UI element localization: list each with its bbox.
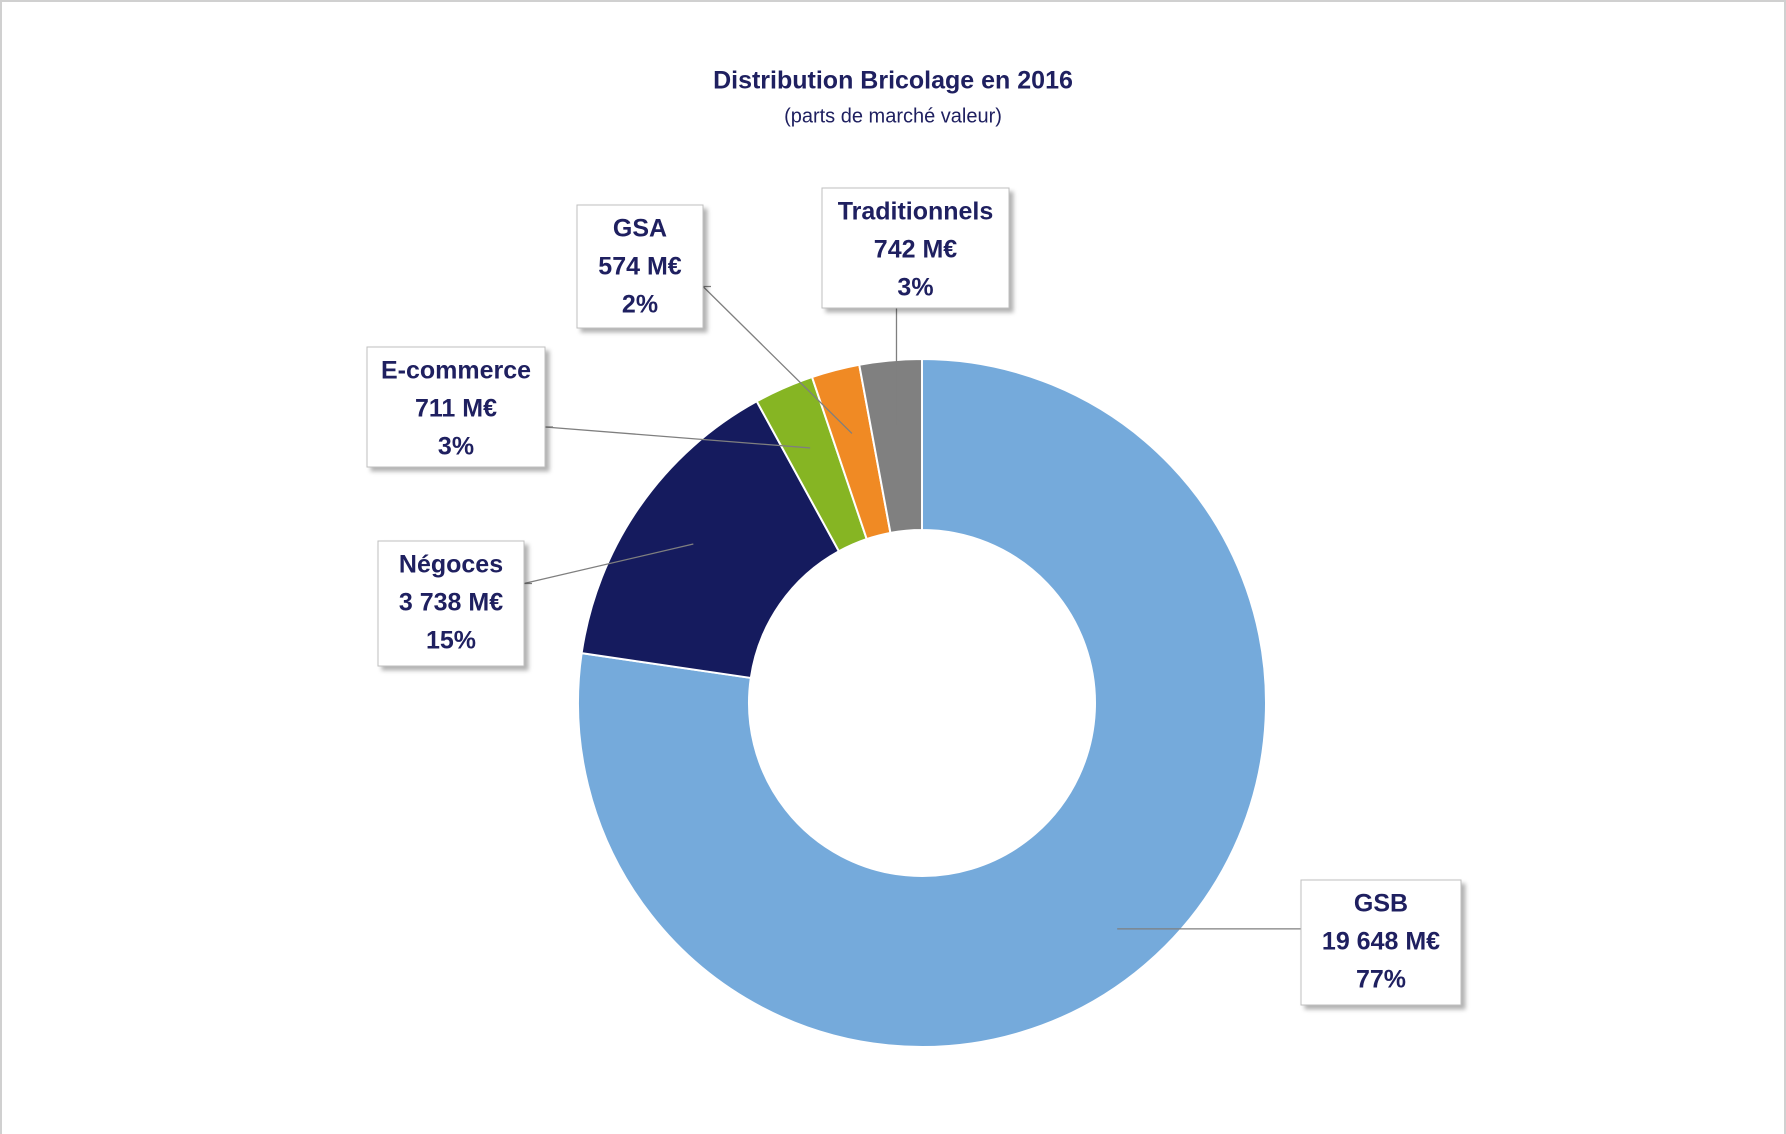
label-name: E-commerce	[381, 357, 531, 385]
label-value: 742 M€	[874, 236, 957, 264]
label-percent: 77%	[1356, 966, 1406, 994]
donut-slice	[580, 399, 841, 680]
label-value: 19 648 M€	[1322, 928, 1440, 956]
label-percent: 3%	[897, 274, 933, 302]
label-name: Négoces	[399, 551, 503, 579]
label-box	[821, 187, 1010, 309]
data-label: Négoces 3 738 M€ 15%	[377, 540, 525, 667]
label-name: GSB	[1354, 890, 1408, 918]
label-value: 574 M€	[598, 253, 681, 281]
chart-subtitle: (parts de marché valeur)	[784, 105, 1002, 127]
label-name: GSA	[613, 215, 667, 243]
label-value: 3 738 M€	[399, 589, 503, 617]
donut-slice	[577, 357, 1267, 1048]
label-percent: 3%	[438, 433, 474, 461]
label-percent: 15%	[426, 627, 476, 655]
data-label: GSB 19 648 M€ 77%	[1300, 879, 1462, 1006]
label-value: 711 M€	[415, 395, 497, 423]
label-name: Traditionnels	[838, 198, 994, 226]
data-label: GSA 574 M€ 2%	[576, 204, 704, 329]
data-label: E-commerce 711 M€ 3%	[366, 346, 546, 468]
label-box	[576, 204, 704, 329]
label-box	[377, 540, 525, 667]
data-label: Traditionnels 742 M€ 3%	[821, 187, 1010, 309]
label-box	[1300, 879, 1462, 1006]
chart-title: Distribution Bricolage en 2016	[713, 67, 1073, 95]
label-box	[366, 346, 546, 468]
label-percent: 2%	[622, 291, 658, 319]
donut-slice	[858, 357, 923, 535]
